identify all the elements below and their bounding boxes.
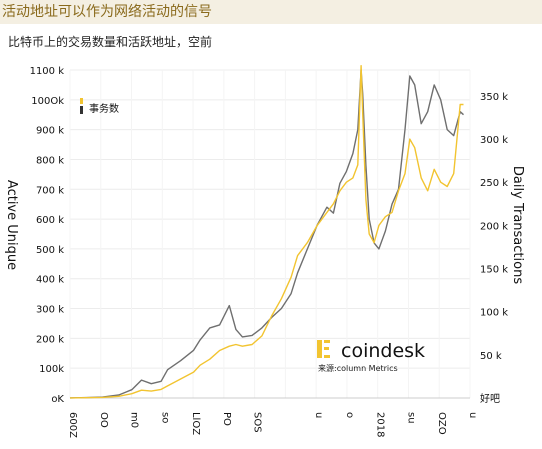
right-tick-label: 150 k xyxy=(480,265,508,276)
left-tick-label: 100Ok xyxy=(31,96,64,107)
legend-swatch-addresses xyxy=(80,106,83,114)
x-tick-label: 600Z xyxy=(67,412,78,438)
grid-lines xyxy=(69,69,471,399)
logo-text: coindesk xyxy=(341,340,425,362)
left-tick-label: 1100 k xyxy=(30,66,65,77)
left-tick-label: 600 k xyxy=(36,215,64,226)
left-axis-title: Active Unique xyxy=(4,180,19,270)
x-tick-label: m0 xyxy=(129,412,140,428)
right-tick-label: 350 k xyxy=(480,92,508,103)
series-line-addresses xyxy=(69,69,464,399)
x-tick-label: 2018 xyxy=(375,412,386,437)
x-tick-label: u xyxy=(467,412,478,418)
legend-swatch-transactions xyxy=(80,98,83,104)
right-tick-label: 50 k xyxy=(480,351,502,362)
right-tick-label: 200 k xyxy=(480,221,508,232)
left-tick-label: 200 k xyxy=(36,334,64,345)
x-tick-label: OO xyxy=(98,412,109,428)
chart-subtitle: 比特币上的交易数量和活跃地址，空前 xyxy=(8,35,213,49)
legend-label-transactions: 事务数 xyxy=(89,102,119,115)
chart-header-title: 活动地址可以作为网络活动的信号 xyxy=(0,0,542,24)
right-tick-label: 300 k xyxy=(480,135,508,146)
right-axis-title: Daily Transactions xyxy=(510,166,525,284)
left-tick-label: 800 k xyxy=(36,155,64,166)
left-axis-ticks: oK 100k 200 k 300 k 400 k 500 k 600 k 700 k 800 … xyxy=(30,66,65,405)
x-tick-label: OZO xyxy=(436,412,447,435)
coindesk-logo: coindesk xyxy=(317,340,425,362)
series-line-transactions xyxy=(69,64,464,399)
right-axis-ticks: 好吧 50 k 100 k 150 k 200 k 250 k 300 k 350 k xyxy=(480,92,508,405)
left-tick-label: oK xyxy=(51,394,64,405)
logo-mark xyxy=(317,340,322,358)
logo-mark-bar-1 xyxy=(324,340,330,343)
x-tick-label: so xyxy=(159,412,170,423)
x-tick-label: SOS xyxy=(252,412,263,433)
series-lines xyxy=(69,64,464,399)
x-tick-label: o xyxy=(344,412,355,418)
x-axis-ticks: 600Z OO m0 so LlOZ PO SOS u o 2018 su OZO u xyxy=(67,412,478,438)
x-tick-label: u xyxy=(313,412,324,418)
x-tick-label: PO xyxy=(221,412,232,426)
right-tick-label: 好吧 xyxy=(480,393,500,405)
x-tick-label: LlOZ xyxy=(190,412,201,435)
left-tick-label: 400 k xyxy=(36,275,64,286)
legend: 事务数 xyxy=(80,98,119,115)
left-tick-label: 900 k xyxy=(36,126,64,137)
left-tick-label: 700 k xyxy=(36,185,64,196)
left-tick-label: 300 k xyxy=(36,305,64,316)
right-tick-label: 250 k xyxy=(480,178,508,189)
left-tick-label: 500 k xyxy=(36,245,64,256)
left-tick-label: 100k xyxy=(39,364,64,375)
source-note: 来源:column Metrics xyxy=(318,364,398,373)
logo-mark-bar-3 xyxy=(324,355,330,358)
logo-mark-bar-2 xyxy=(324,347,329,350)
x-tick-label: su xyxy=(405,412,416,424)
right-tick-label: 100 k xyxy=(480,308,508,319)
